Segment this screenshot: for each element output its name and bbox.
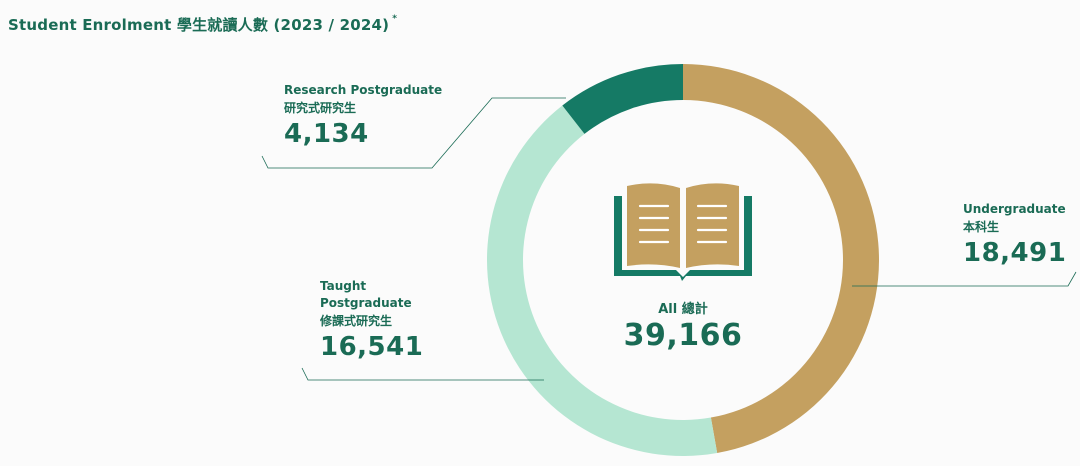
- callout-taught-postgraduate: Taught Postgraduate 修課式研究生 16,541: [320, 278, 423, 364]
- chart-title: Student Enrolment 學生就讀人數 (2023 / 2024) *: [8, 14, 397, 35]
- footnote-marker: *: [392, 14, 398, 24]
- donut-slice-research-postgraduate: [562, 64, 683, 134]
- center-label: All 總計: [658, 302, 708, 317]
- research-postgraduate-value: 4,134: [284, 119, 369, 149]
- callout-undergraduate: Undergraduate 本科生 18,491: [963, 201, 1066, 270]
- donut-slice-undergraduate: [683, 64, 880, 454]
- chart-title-text: Student Enrolment 學生就讀人數 (2023 / 2024): [8, 16, 390, 34]
- leader-line-taught: [301, 367, 544, 381]
- taught-postgraduate-label-en-line2: Postgraduate: [320, 296, 412, 310]
- open-book-icon: [614, 183, 752, 281]
- callout-research-postgraduate: Research Postgraduate 研究式研究生 4,134: [284, 82, 442, 151]
- undergraduate-label-en: Undergraduate: [963, 202, 1066, 216]
- leader-line-undergraduate: [852, 271, 1077, 287]
- research-postgraduate-label-zh: 研究式研究生: [284, 101, 357, 115]
- taught-postgraduate-label-zh: 修課式研究生: [320, 314, 393, 328]
- taught-postgraduate-label-en-line1: Taught: [320, 279, 367, 293]
- undergraduate-value: 18,491: [963, 238, 1067, 268]
- donut-slices: [487, 64, 880, 456]
- center-total: 39,166: [623, 318, 743, 353]
- donut-slice-taught-postgraduate: [487, 105, 718, 456]
- leader-line-research: [261, 97, 566, 169]
- research-postgraduate-label-en: Research Postgraduate: [284, 83, 443, 97]
- undergraduate-label-zh: 本科生: [963, 220, 1000, 234]
- taught-postgraduate-value: 16,541: [320, 332, 424, 362]
